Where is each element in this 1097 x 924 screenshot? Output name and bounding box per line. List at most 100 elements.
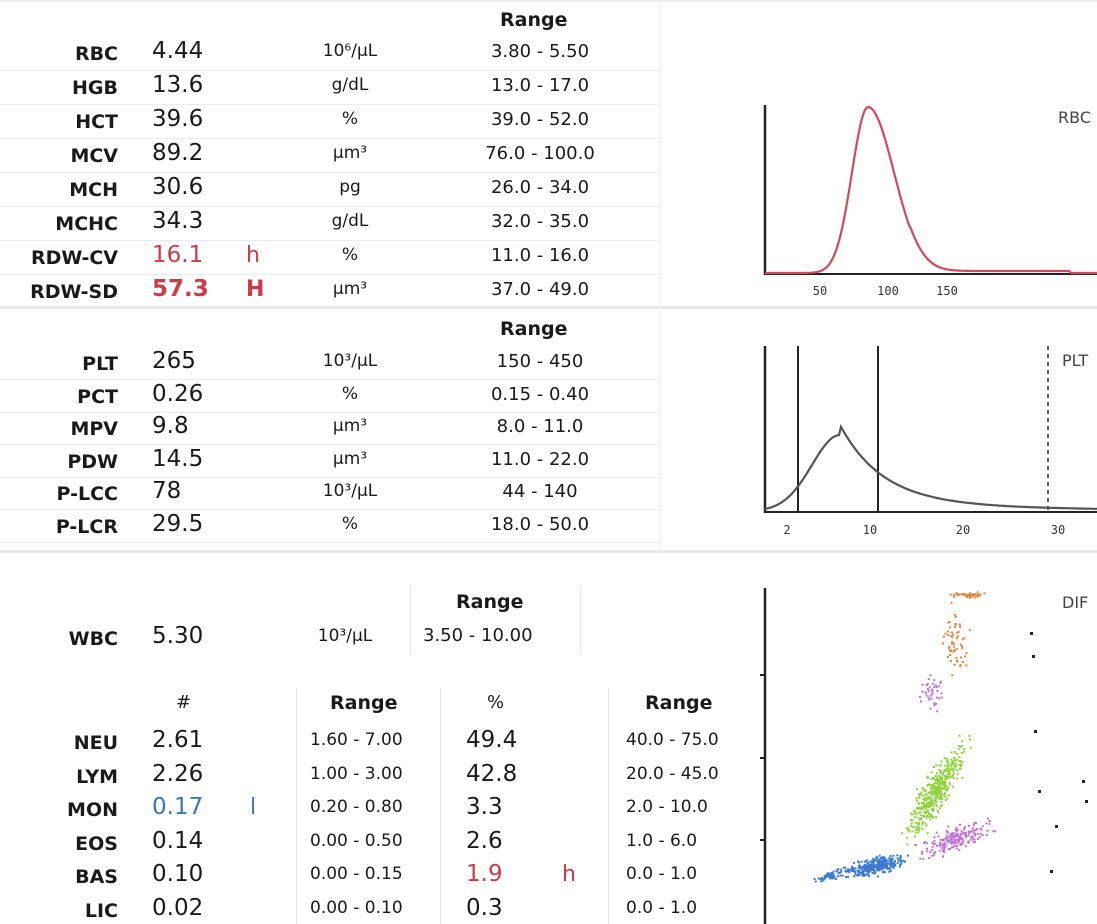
scatter-point	[953, 625, 956, 628]
scatter-point	[871, 859, 874, 862]
scatter-point	[978, 836, 981, 839]
scatter-point	[857, 860, 860, 863]
scatter-point	[957, 840, 960, 843]
scatter-point	[866, 868, 869, 871]
scatter-point	[941, 804, 944, 807]
wbc-value: 5.30	[152, 623, 204, 649]
scatter-point	[933, 851, 936, 854]
scatter-point	[953, 845, 956, 847]
scatter-point	[934, 791, 937, 794]
scatter-point	[862, 874, 864, 877]
scatter-point	[885, 861, 888, 864]
scatter-point	[922, 797, 925, 800]
scatter-point	[927, 696, 930, 699]
scatter-point	[942, 839, 945, 842]
scatter-point	[918, 806, 921, 809]
plt-param-label: MPV	[70, 418, 118, 440]
scatter-point	[918, 826, 921, 829]
scatter-point	[945, 843, 948, 846]
scatter-point	[938, 779, 941, 782]
scatter-point	[940, 795, 942, 798]
scatter-point	[962, 840, 965, 843]
scatter-point	[950, 758, 953, 761]
scatter-point	[957, 630, 960, 633]
scatter-point	[918, 821, 920, 824]
scatter-point	[861, 873, 864, 876]
scatter-point	[955, 835, 958, 838]
scatter-point	[837, 872, 840, 874]
scatter-point	[923, 805, 926, 808]
scatter-point	[938, 790, 941, 793]
scatter-point	[955, 833, 958, 835]
scatter-point	[896, 857, 899, 860]
percent-range-header: Range	[645, 692, 713, 714]
scatter-point	[956, 631, 959, 634]
scatter-point	[951, 769, 954, 772]
scatter-point	[939, 791, 942, 794]
scatter-point	[937, 778, 940, 781]
scatter-point	[963, 594, 966, 597]
scatter-point	[943, 795, 946, 798]
scatter-point	[930, 813, 933, 816]
scatter-point	[888, 862, 891, 865]
scatter-point	[942, 635, 945, 638]
scatter-point	[1050, 870, 1053, 873]
scatter-point	[829, 872, 832, 875]
scatter-point	[941, 642, 944, 645]
scatter-point	[942, 773, 944, 776]
scatter-point	[955, 830, 958, 833]
scatter-point	[933, 842, 936, 845]
scatter-point	[935, 686, 938, 689]
scatter-point	[950, 765, 953, 768]
scatter-point	[942, 838, 945, 841]
scatter-point	[833, 875, 836, 878]
wbc-label: WBC	[68, 628, 118, 650]
rbc-param-range: 37.0 - 49.0	[490, 279, 590, 300]
scatter-point	[917, 831, 920, 834]
scatter-point	[968, 832, 971, 834]
wbc-diff-label: LYM	[76, 765, 118, 788]
scatter-point	[973, 822, 976, 824]
scatter-point	[924, 807, 927, 810]
scatter-point	[961, 638, 964, 641]
scatter-point	[900, 862, 903, 865]
scatter-point	[952, 774, 954, 777]
scatter-point	[847, 868, 850, 871]
scatter-point	[890, 862, 893, 865]
scatter-point	[864, 868, 867, 870]
scatter-point	[929, 694, 932, 697]
scatter-point	[950, 761, 953, 764]
scatter-point	[926, 850, 929, 853]
plt-param-label: PLT	[82, 353, 118, 375]
scatter-point	[868, 860, 871, 863]
scatter-point	[883, 862, 886, 865]
scatter-point	[914, 831, 917, 834]
plt-param-value: 14.5	[152, 445, 204, 472]
scatter-point	[923, 794, 926, 797]
plt-param-value: 29.5	[152, 510, 204, 537]
scatter-point	[886, 867, 888, 870]
scatter-point	[861, 867, 864, 869]
scatter-point	[892, 867, 895, 869]
scatter-point	[939, 787, 942, 790]
scatter-point	[954, 764, 957, 767]
scatter-point	[943, 782, 946, 785]
scatter-point	[939, 841, 941, 844]
scatter-point	[981, 825, 984, 828]
scatter-point	[947, 825, 950, 828]
scatter-point	[899, 856, 902, 859]
scatter-point	[956, 842, 959, 845]
scatter-point	[869, 865, 872, 868]
scatter-point	[919, 817, 922, 820]
scatter-point	[878, 866, 881, 869]
scatter-point	[947, 765, 950, 768]
scatter-point	[863, 874, 866, 877]
scatter-point	[1030, 632, 1033, 635]
scatter-point	[942, 781, 945, 784]
scatter-point	[941, 793, 944, 796]
scatter-point	[969, 738, 971, 741]
scatter-point	[852, 867, 855, 870]
scatter-point	[922, 857, 925, 860]
scatter-point	[931, 691, 934, 694]
scatter-point	[869, 867, 871, 870]
